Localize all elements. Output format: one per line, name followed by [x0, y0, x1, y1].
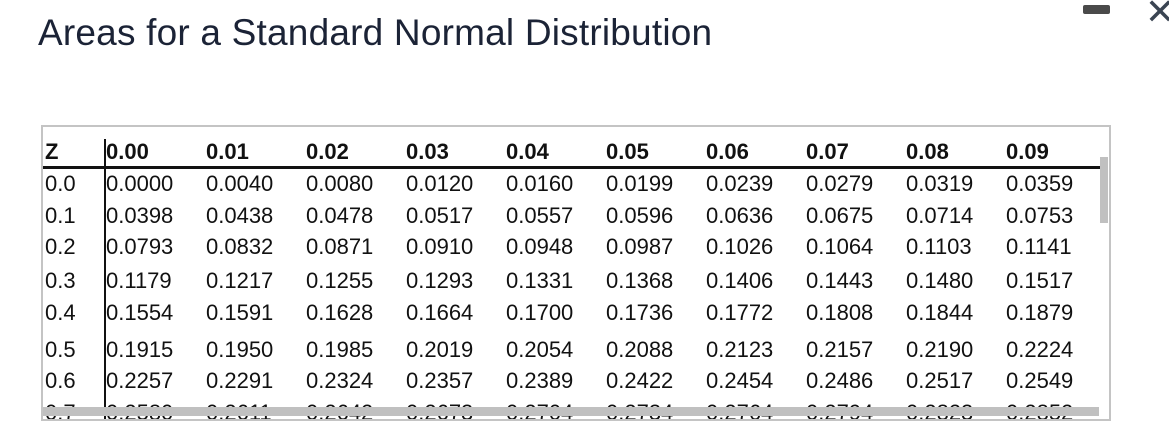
- table-cell: 0.0239: [706, 171, 774, 196]
- vertical-scrollbar[interactable]: [1100, 157, 1108, 223]
- table-cell: 0.0987: [606, 234, 674, 259]
- table-cell: 0.2357: [406, 368, 474, 393]
- table-cell: 0.0910: [406, 234, 474, 259]
- z-value: 0.1: [45, 203, 76, 228]
- z-value: 0.4: [45, 300, 76, 325]
- table-cell: 0.0557: [506, 203, 574, 228]
- table-cell: 0.1026: [706, 234, 774, 259]
- table-cell: 0.1844: [906, 300, 974, 325]
- table-cell: 0.2157: [806, 337, 874, 362]
- table-cell: 0.0120: [406, 171, 474, 196]
- table-cell: 0.0832: [206, 234, 274, 259]
- table-cell: 0.2190: [906, 337, 974, 362]
- header-cell: 0.05: [606, 139, 649, 164]
- table-cell: 0.0478: [306, 203, 374, 228]
- table-cell: 0.1255: [306, 268, 374, 293]
- table-cell: 0.0517: [406, 203, 474, 228]
- table-cell: 0.1443: [806, 268, 874, 293]
- z-table: 0.70.25800.26110.26420.26730.27040.27340…: [41, 125, 1111, 421]
- header-cell: 0.01: [206, 139, 249, 164]
- header-cell: 0.03: [406, 139, 449, 164]
- table-cell: 0.1700: [506, 300, 574, 325]
- table-cell: 0.0080: [306, 171, 374, 196]
- table-cell: 0.1591: [206, 300, 274, 325]
- table-cell: 0.2088: [606, 337, 674, 362]
- table-cell: 0.1736: [606, 300, 674, 325]
- table-cell: 0.1517: [1006, 268, 1074, 293]
- table-cell: 0.1103: [906, 234, 972, 259]
- close-icon[interactable]: ✕: [1145, 0, 1169, 32]
- minimize-icon[interactable]: [1083, 5, 1110, 14]
- z-value: 0.3: [45, 268, 76, 293]
- table-cell: 0.0199: [606, 171, 674, 196]
- table-cell: 0.2389: [506, 368, 574, 393]
- table-cell: 0.1915: [106, 337, 174, 362]
- header-cell: 0.06: [706, 139, 749, 164]
- header-cell: 0.08: [906, 139, 949, 164]
- table-cell: 0.1664: [406, 300, 474, 325]
- table-cell: 0.2257: [106, 368, 174, 393]
- table-cell: 0.0040: [206, 171, 274, 196]
- z-value: 0.6: [45, 368, 76, 393]
- header-z: Z: [45, 139, 59, 164]
- z-value: 0.2: [45, 234, 76, 259]
- header-cell: 0.04: [506, 139, 549, 164]
- header-cell: 0.09: [1006, 139, 1049, 164]
- table-cell: 0.0871: [306, 234, 374, 259]
- table-cell: 0.0793: [106, 234, 174, 259]
- table-cell: 0.1406: [706, 268, 774, 293]
- table-cell: 0.1331: [506, 268, 574, 293]
- header-cell: 0.07: [806, 139, 849, 164]
- table-cell: 0.0675: [806, 203, 874, 228]
- table-cell: 0.0596: [606, 203, 674, 228]
- table-cell: 0.0948: [506, 234, 574, 259]
- table-cell: 0.2224: [1006, 337, 1074, 362]
- table-cell: 0.1293: [406, 268, 474, 293]
- table-cell: 0.0279: [806, 171, 874, 196]
- z-value: 0.5: [45, 337, 76, 362]
- table-cell: 0.0359: [1006, 171, 1074, 196]
- table-cell: 0.0438: [206, 203, 274, 228]
- table-cell: 0.2054: [506, 337, 574, 362]
- table-cell: 0.1950: [206, 337, 274, 362]
- header-cell: 0.02: [306, 139, 349, 164]
- table-cell: 0.0000: [106, 171, 174, 196]
- table-cell: 0.0398: [106, 203, 174, 228]
- table-cell: 0.1808: [806, 300, 874, 325]
- table-cell: 0.1368: [606, 268, 674, 293]
- horizontal-scrollbar[interactable]: [43, 407, 1099, 416]
- header-cell: 0.00: [106, 139, 149, 164]
- table-cell: 0.2454: [706, 368, 774, 393]
- table-cell: 0.1554: [106, 300, 174, 325]
- table-cell: 0.0753: [1006, 203, 1074, 228]
- table-cell: 0.0636: [706, 203, 774, 228]
- table-cell: 0.1985: [306, 337, 374, 362]
- table-cell: 0.0160: [506, 171, 574, 196]
- header-divider: [43, 166, 1103, 169]
- table-cell: 0.1628: [306, 300, 374, 325]
- dialog-title: Areas for a Standard Normal Distribution: [38, 12, 713, 53]
- table-cell: 0.2549: [1006, 368, 1074, 393]
- table-cell: 0.2422: [606, 368, 674, 393]
- table-cell: 0.1772: [706, 300, 774, 325]
- table-cell: 0.2291: [206, 368, 274, 393]
- table-cell: 0.1141: [1006, 234, 1072, 259]
- table-cell: 0.2019: [406, 337, 474, 362]
- table-cell: 0.0714: [906, 203, 974, 228]
- table-cell: 0.2123: [706, 337, 774, 362]
- table-cell: 0.2324: [306, 368, 374, 393]
- table-cell: 0.0319: [906, 171, 974, 196]
- z-value: 0.0: [45, 171, 76, 196]
- table-cell: 0.1879: [1006, 300, 1074, 325]
- table-cell: 0.2517: [906, 368, 974, 393]
- table-cell: 0.1064: [806, 234, 874, 259]
- table-cell: 0.1480: [906, 268, 974, 293]
- table-cell: 0.1179: [106, 268, 172, 293]
- table-cell: 0.2486: [806, 368, 874, 393]
- z-column-divider: [104, 139, 106, 419]
- table-cell: 0.1217: [206, 268, 274, 293]
